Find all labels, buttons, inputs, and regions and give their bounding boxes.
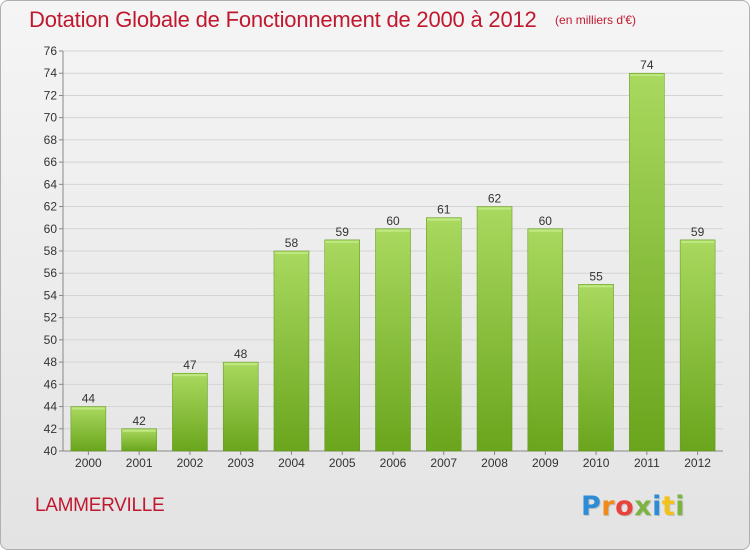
bar	[70, 406, 107, 452]
x-tick-label: 2008	[481, 456, 508, 470]
x-tick-label: 2005	[329, 456, 356, 470]
logo-letter: i	[675, 491, 686, 522]
bar-value-label: 48	[234, 347, 248, 361]
bar-highlight	[427, 218, 461, 221]
bar-highlight	[71, 407, 105, 410]
y-tick-label: 70	[44, 111, 58, 125]
y-tick-label: 40	[44, 444, 58, 458]
bar-value-label: 59	[336, 225, 350, 239]
bar	[476, 206, 513, 452]
bar-highlight	[528, 229, 562, 232]
y-tick-label: 76	[44, 44, 58, 58]
y-tick-label: 66	[44, 155, 58, 169]
x-tick-label: 2004	[278, 456, 305, 470]
y-tick-label: 52	[44, 311, 58, 325]
x-tick-label: 2010	[583, 456, 610, 470]
x-tick-label: 2000	[75, 456, 102, 470]
bar-highlight	[274, 252, 308, 254]
bar-value-label: 61	[437, 203, 451, 217]
title-row: Dotation Globale de Fonctionnement de 20…	[29, 7, 636, 33]
logo-letter: i	[652, 491, 662, 522]
x-tick-label: 2012	[684, 456, 711, 470]
bar-value-label: 59	[691, 225, 705, 239]
bar	[324, 239, 360, 452]
bar-value-label: 60	[539, 214, 553, 228]
x-tick-label: 2002	[177, 456, 204, 470]
y-tick-label: 58	[44, 244, 58, 258]
bar-highlight	[478, 207, 512, 210]
logo-letter: x	[634, 491, 653, 522]
chart-title: Dotation Globale de Fonctionnement de 20…	[29, 7, 537, 32]
x-tick-label: 2001	[126, 456, 153, 470]
bar	[273, 250, 310, 452]
bar-highlight	[173, 374, 207, 377]
logo-letter: r	[601, 491, 616, 522]
bar	[121, 428, 157, 452]
bar-value-label: 55	[589, 269, 603, 283]
y-tick-label: 68	[44, 133, 58, 147]
y-tick-label: 50	[44, 333, 58, 347]
bar-highlight	[681, 240, 715, 243]
x-tick-label: 2007	[430, 456, 457, 470]
y-tick-label: 54	[44, 288, 58, 302]
bar	[172, 372, 208, 452]
bar-value-label: 58	[285, 236, 299, 250]
bar	[578, 284, 614, 452]
bar-highlight	[224, 363, 258, 366]
bar-value-label: 74	[640, 58, 654, 72]
bar-value-label: 44	[82, 392, 96, 406]
y-tick-label: 72	[44, 88, 58, 102]
bar-value-label: 62	[488, 192, 502, 206]
logo-letter: t	[661, 491, 676, 522]
bar	[375, 228, 411, 452]
logo-letter: P	[581, 491, 602, 522]
x-tick-label: 2006	[380, 456, 407, 470]
labels: 40 42 44 46 48 50 52 54 56 58 60 62 64 66 68 70 72 74 76 44…	[44, 44, 712, 470]
y-tick-label: 64	[44, 177, 58, 191]
bar	[679, 239, 716, 452]
bar-highlight	[579, 285, 613, 288]
y-tick-label: 44	[44, 400, 58, 414]
y-tick-label: 62	[44, 200, 58, 214]
y-tick-label: 60	[44, 222, 58, 236]
bar-highlight	[376, 229, 410, 232]
bar	[527, 228, 564, 452]
y-tick-label: 74	[44, 66, 58, 80]
bar-highlight	[122, 429, 156, 432]
y-tick-label: 56	[44, 266, 58, 280]
bar-highlight	[325, 240, 359, 243]
y-tick-label: 42	[44, 422, 58, 436]
bar	[426, 217, 462, 452]
bars	[70, 72, 716, 452]
y-tick-label: 46	[44, 377, 58, 391]
bar-value-label: 47	[183, 358, 197, 372]
commune-name: LAMMERVILLE	[35, 495, 165, 516]
proxiti-logo[interactable]: Proxiti	[581, 491, 685, 522]
y-tick-label: 48	[44, 355, 58, 369]
x-tick-label: 2003	[227, 456, 254, 470]
bar-highlight	[630, 74, 664, 77]
x-tick-label: 2009	[532, 456, 559, 470]
bar	[629, 72, 665, 452]
bar-value-label: 60	[386, 214, 400, 228]
bar-value-label: 42	[132, 414, 146, 428]
chart-subtitle: (en milliers d'€)	[555, 13, 637, 27]
x-tick-label: 2011	[634, 456, 660, 470]
logo-letter: o	[615, 491, 635, 522]
bar	[222, 361, 259, 452]
